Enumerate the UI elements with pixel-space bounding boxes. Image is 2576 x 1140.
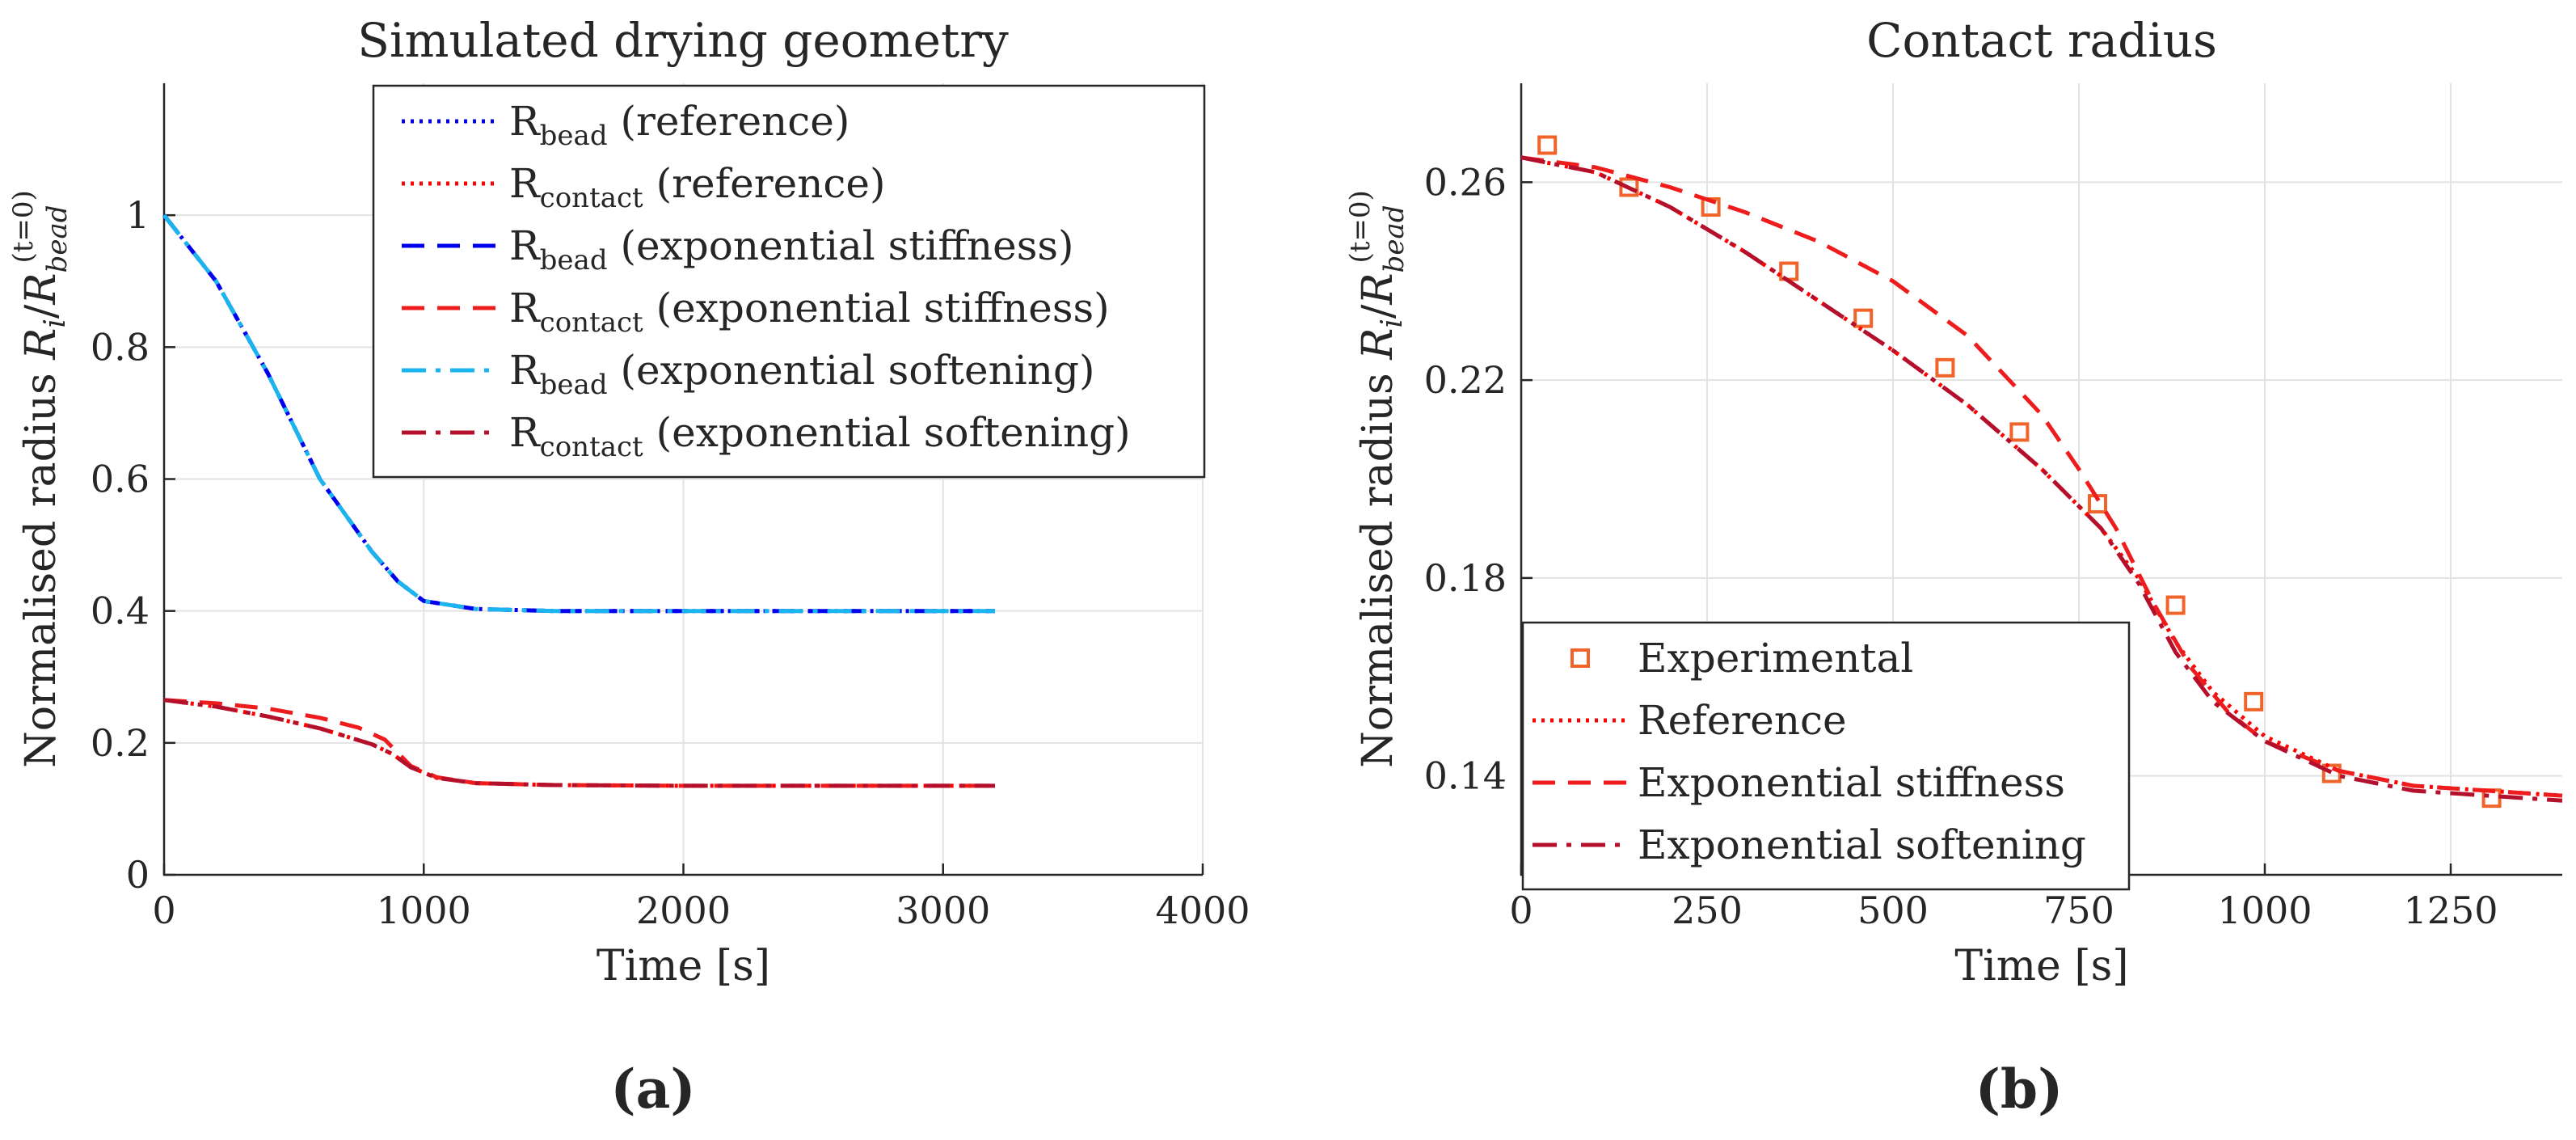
x-tick-label: 1000: [2217, 889, 2312, 932]
y-tick-label: 0: [126, 853, 150, 897]
x-tick-label: 0: [152, 889, 175, 932]
chart-a-simulated-drying-geometry: 0 1000 2000 3000 4000 0 0.2 0.4 0.6 0.8 1 Simulated…: [7, 13, 1250, 990]
axes-frame: [162, 83, 1203, 876]
axes-frame: [1520, 83, 2562, 876]
x-tick-label: 500: [1857, 889, 1929, 932]
x-tick-label: 4000: [1155, 889, 1250, 932]
x-tick-label: 1000: [377, 889, 471, 932]
legend-box: [1521, 621, 2131, 891]
legend-entry: Rbead (exponential stiffness): [509, 222, 1074, 277]
experimental-point: [1853, 308, 1874, 328]
legend-marker: [1570, 648, 1590, 668]
series-line-4: [162, 213, 995, 614]
legend-entry: Rcontact (exponential stiffness): [509, 285, 1110, 339]
y-tick-label: 0.22: [1424, 358, 1507, 402]
y-tick-label: 0.6: [91, 458, 150, 501]
series-line-2: [1520, 155, 2563, 798]
series-line-3: [1520, 155, 2563, 803]
legend-entry: Experimental: [1638, 635, 1913, 682]
legend-entry: Rcontact (reference): [509, 160, 886, 214]
experimental-point: [2165, 595, 2186, 615]
experimental-point: [1619, 177, 1639, 197]
series-group: [162, 213, 995, 788]
y-tick-label: 0.2: [91, 721, 150, 765]
y-tick-label: 0.8: [91, 325, 150, 369]
legend: Rbead (reference) Rcontact (reference) Rbe…: [372, 84, 1206, 479]
legend-entry: Rbead (exponential softening): [509, 347, 1095, 401]
legend-entry: Exponential stiffness: [1638, 759, 2065, 806]
series-line-5: [163, 698, 995, 788]
y-tick-label: 0.18: [1424, 556, 1507, 600]
y-tick-label: 0.4: [91, 589, 150, 633]
y-axis-label: Normalised radius Ri/Rbead(t=0): [1344, 190, 1410, 768]
x-tick-label: 0: [1509, 889, 1533, 932]
chart-b-contact-radius: 0 250 500 750 1000 1250 0.14 0.18 0.22 0.26 Contac…: [1344, 13, 2563, 990]
experimental-point: [1537, 135, 1558, 155]
y-axis-label: Normalised radius Ri/Rbead(t=0): [7, 190, 74, 768]
y-tick-label: 0.26: [1424, 160, 1507, 204]
x-tick-label: 2000: [636, 889, 731, 932]
x-axis-label: Time [s]: [597, 942, 770, 990]
experimental-point: [2321, 763, 2342, 783]
series-group: [1520, 135, 2563, 809]
experimental-point: [1935, 357, 1955, 378]
legend: Experimental Reference Exponential stiffne…: [1521, 621, 2131, 891]
legend-entry: Exponential softening: [1638, 821, 2086, 868]
legend-entry: Rbead (reference): [509, 98, 850, 152]
experimental-point: [2009, 422, 2030, 442]
legend-entry: Rcontact (exponential softening): [509, 409, 1131, 463]
x-tick-label: 250: [1672, 889, 1743, 932]
experimental-point: [2244, 691, 2264, 711]
x-tick-label: 1250: [2403, 889, 2498, 932]
x-tick-label: 750: [2043, 889, 2114, 932]
x-tick-label: 3000: [896, 889, 990, 932]
legend-entry: Reference: [1638, 697, 1847, 744]
panel-label-a: (a): [610, 1058, 695, 1121]
legend-box: [372, 84, 1206, 479]
y-tick-label: 1: [126, 193, 150, 237]
x-axis-label: Time [s]: [1954, 942, 2128, 990]
chart-title: Contact radius: [1866, 13, 2217, 68]
panel-label-b: (b): [1975, 1058, 2064, 1121]
chart-title: Simulated drying geometry: [357, 13, 1009, 68]
y-tick-label: 0.14: [1424, 754, 1507, 798]
